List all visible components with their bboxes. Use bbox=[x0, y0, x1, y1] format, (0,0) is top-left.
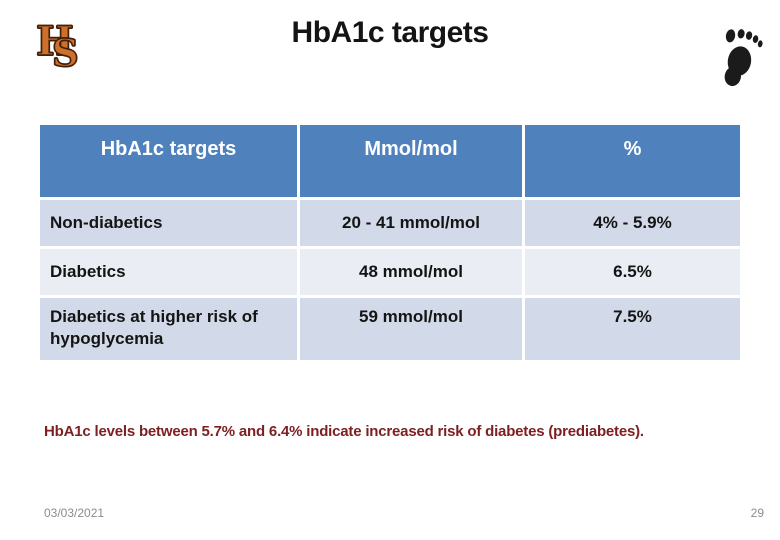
slide-number: 29 bbox=[750, 506, 764, 520]
cell-higher-risk-percent: 7.5% bbox=[525, 298, 740, 360]
footprint-icon bbox=[716, 27, 764, 89]
hba1c-table: HbA1c targets Mmol/mol % Non-diabetics 2… bbox=[40, 125, 740, 360]
cell-non-diabetics-mmol: 20 - 41 mmol/mol bbox=[300, 200, 522, 246]
cell-non-diabetics-percent: 4% - 5.9% bbox=[525, 200, 740, 246]
footer-date: 03/03/2021 bbox=[44, 506, 105, 520]
hs-logo-letter-s: S bbox=[51, 31, 79, 75]
cell-higher-risk-label: Diabetics at higher risk of hypoglycemia bbox=[40, 298, 297, 360]
prediabetes-note: HbA1c levels between 5.7% and 6.4% indic… bbox=[44, 423, 644, 440]
hs-logo-letter-h: H bbox=[35, 18, 74, 65]
cell-non-diabetics-label: Non-diabetics bbox=[40, 200, 297, 246]
cell-diabetics-percent: 6.5% bbox=[525, 249, 740, 295]
cell-higher-risk-mmol: 59 mmol/mol bbox=[300, 298, 522, 360]
hs-logo: H S bbox=[35, 18, 96, 82]
slide-title: HbA1c targets bbox=[291, 16, 489, 49]
header-cell-percent: % bbox=[525, 125, 740, 197]
cell-diabetics-mmol: 48 mmol/mol bbox=[300, 249, 522, 295]
header-cell-targets: HbA1c targets bbox=[40, 125, 297, 197]
cell-diabetics-label: Diabetics bbox=[40, 249, 297, 295]
header-cell-mmol: Mmol/mol bbox=[300, 125, 522, 197]
